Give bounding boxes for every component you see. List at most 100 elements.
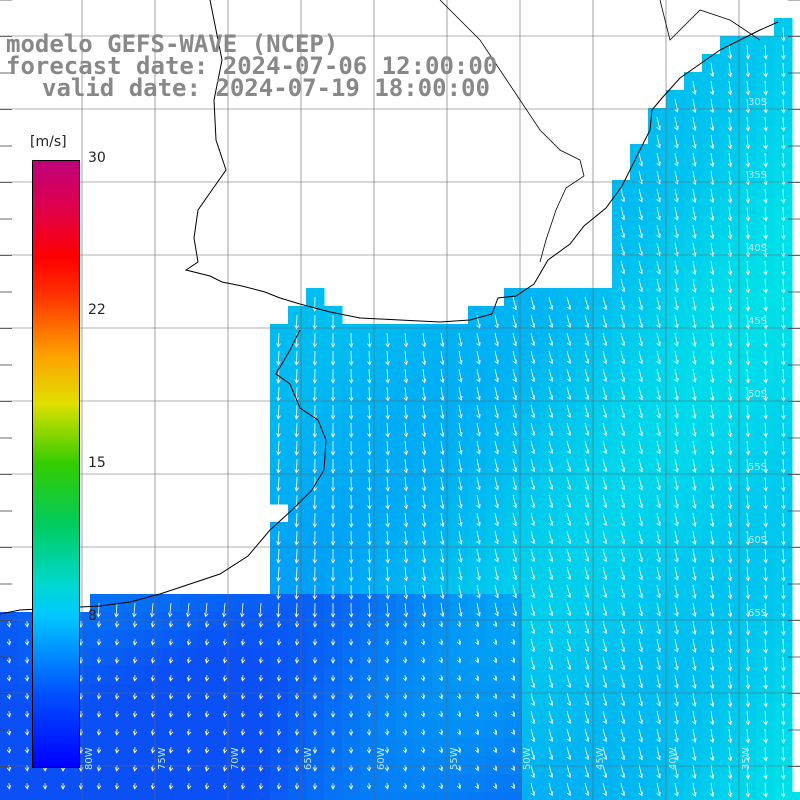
wind-arrow — [512, 566, 517, 581]
wind-arrow — [474, 782, 479, 790]
lon-label: 55W — [449, 747, 460, 770]
wind-arrow — [548, 404, 553, 419]
wind-arrow — [602, 476, 607, 491]
wind-arrow — [709, 260, 715, 276]
wind-arrow — [727, 602, 733, 618]
wind-arrow — [638, 620, 643, 635]
wind-arrow — [763, 548, 768, 564]
wind-arrow — [763, 62, 768, 78]
wind-arrow — [727, 692, 733, 708]
wind-arrow — [781, 440, 786, 456]
wind-arrow — [530, 296, 535, 311]
wind-arrow — [674, 602, 679, 617]
wind-arrow — [674, 296, 679, 311]
wind-arrow — [709, 674, 715, 690]
wind-arrow — [548, 458, 553, 473]
wind-arrow — [494, 548, 499, 563]
wind-arrow — [420, 656, 426, 664]
wind-arrow — [439, 584, 445, 600]
ocean-cell — [108, 792, 127, 800]
wind-arrow — [638, 710, 643, 725]
wind-arrow — [745, 728, 750, 744]
ocean-cell — [648, 792, 667, 800]
wind-arrow — [384, 710, 390, 718]
wind-arrow — [602, 548, 607, 563]
wind-arrow — [745, 314, 750, 330]
wind-arrow — [150, 638, 156, 646]
wind-arrow — [656, 350, 661, 365]
wind-arrow — [584, 458, 589, 473]
wind-arrow — [745, 206, 750, 222]
wind-arrow — [132, 620, 138, 628]
wind-arrow — [638, 440, 643, 455]
wind-arrow — [510, 782, 515, 790]
wind-arrow — [763, 512, 768, 528]
wind-arrow — [530, 548, 535, 563]
wind-arrow — [367, 602, 372, 618]
wind-arrow — [150, 782, 156, 790]
wind-arrow — [403, 368, 408, 384]
wind-arrow — [674, 332, 679, 347]
wind-arrow — [781, 422, 786, 438]
wind-arrow — [602, 710, 607, 725]
wind-arrow — [745, 494, 750, 510]
wind-arrow — [330, 746, 336, 754]
wind-arrow — [403, 584, 408, 600]
ocean-cell — [0, 792, 19, 800]
wind-arrow — [240, 710, 246, 718]
ocean-cell — [720, 792, 739, 800]
wind-arrow — [458, 584, 463, 599]
wind-arrow — [692, 152, 697, 167]
wind-arrow — [348, 350, 354, 366]
wind-arrow — [656, 548, 661, 563]
wind-arrow — [638, 224, 643, 239]
wind-arrow — [384, 746, 390, 754]
wind-arrow — [692, 350, 697, 365]
wind-arrow — [204, 602, 209, 618]
wind-arrow — [548, 728, 553, 743]
wind-arrow — [763, 188, 768, 204]
wind-arrow — [294, 602, 299, 618]
wind-arrow — [439, 386, 445, 402]
wind-arrow — [348, 440, 354, 456]
wind-arrow — [276, 638, 282, 646]
wind-arrow — [458, 494, 463, 509]
wind-arrow — [276, 476, 281, 492]
wind-arrow — [530, 746, 535, 761]
wind-arrow — [674, 692, 679, 707]
wind-arrow — [348, 476, 354, 492]
wind-arrow — [494, 404, 499, 419]
wind-arrow — [727, 656, 733, 672]
wind-arrow — [638, 764, 643, 779]
wind-arrow — [438, 638, 444, 646]
wind-arrow — [294, 674, 300, 682]
wind-arrow — [312, 782, 318, 790]
wind-arrow — [727, 386, 733, 402]
wind-arrow — [96, 656, 102, 664]
wind-arrow — [745, 620, 750, 636]
wind-arrow — [385, 548, 390, 564]
wind-arrow — [656, 584, 661, 599]
wind-arrow — [674, 440, 679, 455]
wind-arrow — [548, 656, 553, 671]
wind-arrow — [781, 638, 786, 654]
wind-arrow — [476, 494, 481, 509]
wind-arrow — [638, 512, 643, 527]
wind-arrow — [420, 746, 426, 754]
wind-arrow — [204, 656, 210, 664]
wind-arrow — [186, 602, 191, 618]
wind-arrow — [294, 746, 300, 754]
ocean-cell — [90, 792, 109, 800]
wind-arrow — [420, 620, 426, 628]
ocean-cell — [252, 792, 271, 800]
wind-arrow — [656, 566, 661, 581]
wind-arrow — [330, 494, 336, 510]
wind-arrow — [602, 674, 607, 689]
wind-arrow — [727, 728, 733, 744]
wind-arrow — [709, 98, 715, 114]
wind-arrow — [745, 476, 750, 492]
wind-arrow — [674, 98, 679, 113]
wind-arrow — [294, 548, 299, 564]
wind-arrow — [512, 440, 517, 455]
wind-arrow — [24, 692, 30, 700]
